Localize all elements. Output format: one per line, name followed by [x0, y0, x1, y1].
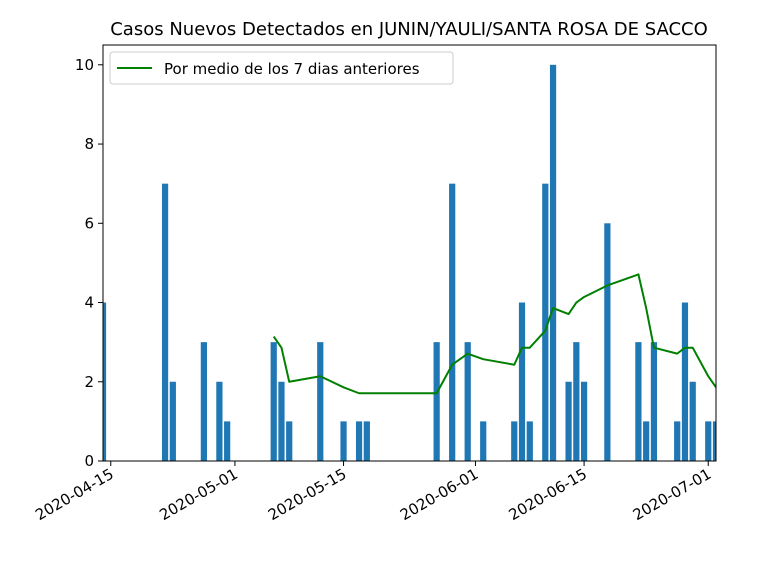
- bar: [573, 342, 580, 461]
- bar: [635, 342, 642, 461]
- bar: [224, 421, 231, 461]
- bar: [643, 421, 650, 461]
- x-tick-label: 2020-05-01: [156, 465, 241, 524]
- bar: [650, 342, 658, 461]
- y-tick-label: 2: [84, 373, 94, 391]
- x-tick-label: 2020-06-01: [397, 465, 482, 524]
- legend-box: [109, 51, 454, 85]
- bar: [433, 342, 440, 461]
- bar: [278, 381, 285, 461]
- axes-frame: [102, 44, 717, 462]
- bar: [712, 421, 716, 461]
- x-tick-label: 2020-07-01: [630, 465, 715, 524]
- bar: [200, 342, 207, 461]
- bar: [580, 381, 588, 461]
- bar: [480, 421, 487, 461]
- bar: [286, 421, 293, 461]
- bar: [518, 302, 526, 461]
- y-tick-label: 6: [84, 214, 94, 232]
- bar: [270, 342, 277, 461]
- x-tick-label: 2020-04-15: [32, 465, 117, 524]
- bar: [604, 223, 611, 461]
- bar: [689, 381, 696, 461]
- bar: [340, 421, 347, 461]
- bar: [542, 183, 549, 461]
- bar: [103, 302, 107, 461]
- bar: [161, 183, 169, 461]
- bar: [216, 381, 223, 461]
- bar: [355, 421, 363, 461]
- bar: [705, 421, 712, 461]
- y-tick-label: 0: [84, 452, 94, 470]
- bar: [526, 421, 533, 461]
- x-tick-label: 2020-06-15: [506, 465, 591, 524]
- x-tick-label: 2020-05-15: [265, 465, 350, 524]
- y-tick-label: 10: [75, 56, 94, 74]
- bar: [449, 183, 456, 461]
- axes: 0 2 4 6 8 10 2020-04-15 2020-05-01 2020-05-15 202…: [32, 44, 717, 524]
- bar: [363, 421, 370, 461]
- plot-area: [103, 64, 716, 461]
- bar: [464, 342, 471, 461]
- bar: [565, 381, 572, 461]
- chart-title: Casos Nuevos Detectados en JUNIN/YAULI/S…: [110, 19, 708, 40]
- bar: [169, 381, 176, 461]
- legend-label: Por medio de los 7 dias anteriores: [164, 60, 420, 78]
- bar: [674, 421, 681, 461]
- y-tick-label: 4: [84, 294, 94, 312]
- bar: [317, 342, 324, 461]
- series-line-moving-average: [272, 273, 716, 395]
- bar: [549, 64, 557, 461]
- bar: [511, 421, 518, 461]
- legend: Por medio de los 7 dias anteriores: [109, 51, 454, 85]
- bar: [681, 302, 689, 461]
- y-tick-label: 8: [84, 135, 94, 153]
